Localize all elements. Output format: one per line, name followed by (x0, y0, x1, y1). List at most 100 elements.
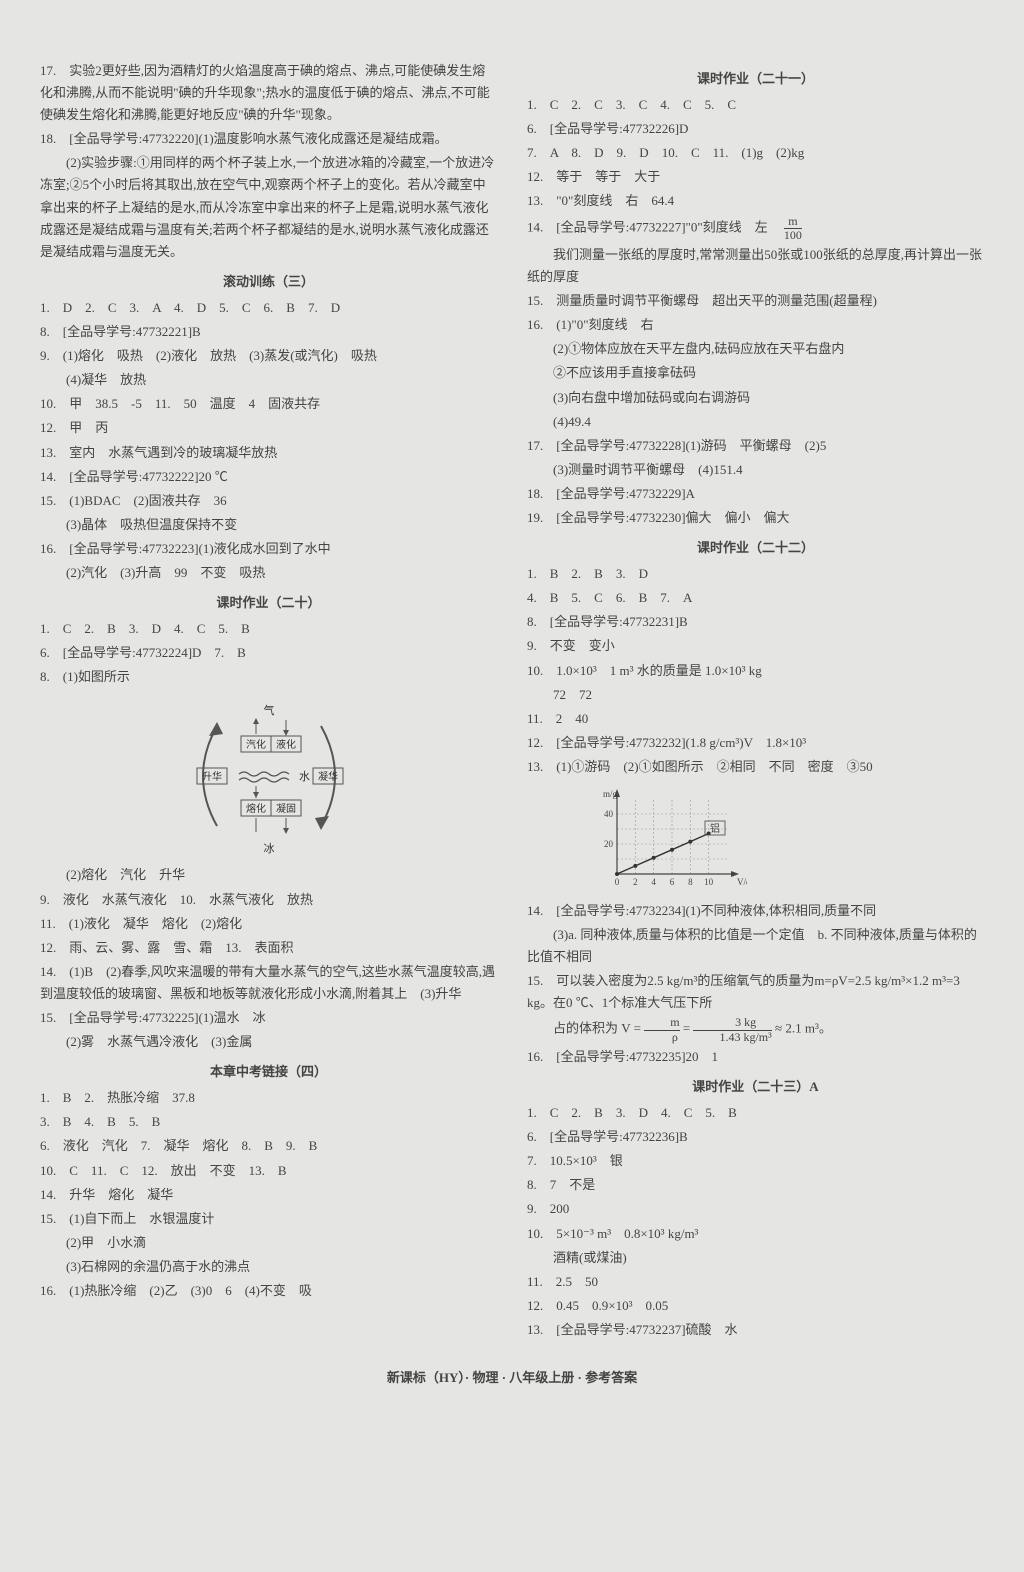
section-hw21: 课时作业（二十一） (527, 68, 984, 90)
hw20-15b: (2)雾 水蒸气遇冷液化 (3)金属 (40, 1031, 497, 1053)
hw21-17a: 17. [全品导学号:47732228](1)游码 平衡螺母 (2)5 (527, 435, 984, 457)
lk4-16: 16. (1)热胀冷缩 (2)乙 (3)0 6 (4)不变 吸 (40, 1280, 497, 1302)
hw22-15b: 占的体积为 V = m ρ = 3 kg 1.43 kg/m³ ≈ 2.1 m³… (527, 1016, 984, 1043)
hw22-15b-post: ≈ 2.1 m³。 (775, 1021, 832, 1036)
hw21-15: 15. 测量质量时调节平衡螺母 超出天平的测量范围(超量程) (527, 290, 984, 312)
hw22-11: 11. 2 40 (527, 708, 984, 730)
lk4-15b: (2)甲 小水滴 (40, 1232, 497, 1254)
hw20-11: 11. (1)液化 凝华 熔化 (2)熔化 (40, 913, 497, 935)
fraction-m-100: m 100 (784, 215, 802, 242)
frac-3kg: 3 kg 1.43 kg/m³ (693, 1016, 771, 1043)
frac-num: m (784, 215, 802, 229)
hw20-9: 9. 液化 水蒸气液化 10. 水蒸气液化 放热 (40, 889, 497, 911)
hw22-14b: (3)a. 同种液体,质量与体积的比值是一个定值 b. 不同种液体,质量与体积的… (527, 924, 984, 968)
hw23-7: 7. 10.5×10³ 银 (527, 1150, 984, 1172)
hw21-1: 1. C 2. C 3. C 4. C 5. C (527, 94, 984, 116)
frac-den: 100 (784, 229, 802, 242)
r3-12: 12. 甲 丙 (40, 417, 497, 439)
svg-text:4: 4 (651, 877, 656, 887)
svg-text:20: 20 (604, 839, 614, 849)
svg-text:气: 气 (263, 703, 274, 717)
svg-text:液化: 液化 (276, 738, 296, 751)
hw23-8: 8. 7 不是 (527, 1174, 984, 1196)
left-column: 17. 实验2更好些,因为酒精灯的火焰温度高于碘的熔点、沸点,可能使碘发生熔化和… (40, 60, 497, 1343)
r3-15a: 15. (1)BDAC (2)固液共存 36 (40, 490, 497, 512)
svg-text:冰: 冰 (263, 842, 274, 855)
q18a: 18. [全品导学号:47732220](1)温度影响水蒸气液化成露还是凝结成霜… (40, 128, 497, 150)
hw21-14b: 我们测量一张纸的厚度时,常常测量出50张或100张纸的总厚度,再计算出一张纸的厚… (527, 244, 984, 288)
svg-text:40: 40 (604, 809, 614, 819)
r3-15b: (3)晶体 吸热但温度保持不变 (40, 514, 497, 536)
svg-text:m/g: m/g (603, 789, 618, 799)
frac-num2: m (644, 1016, 679, 1030)
phase-change-diagram: 气冰水汽化液化熔化凝固升华凝华 (159, 696, 379, 856)
lk4-15a: 15. (1)自下而上 水银温度计 (40, 1208, 497, 1230)
lk4-10: 10. C 11. C 12. 放出 不变 13. B (40, 1160, 497, 1182)
section-roll3: 滚动训练（三） (40, 271, 497, 293)
hw20-8b: (2)熔化 汽化 升华 (40, 864, 497, 886)
svg-text:铝: 铝 (710, 823, 720, 835)
r3-16b: (2)汽化 (3)升高 99 不变 吸热 (40, 562, 497, 584)
hw21-16c: ②不应该用手直接拿砝码 (527, 362, 984, 384)
hw21-7: 7. A 8. D 9. D 10. C 11. (1)g (2)kg (527, 142, 984, 164)
svg-text:水: 水 (299, 770, 310, 783)
r3-9a: 9. (1)熔化 吸热 (2)液化 放热 (3)蒸发(或汽化) 吸热 (40, 345, 497, 367)
section-link4: 本章中考链接（四） (40, 1061, 497, 1083)
page-footer: 新课标（HY）· 物理 · 八年级上册 · 参考答案 (40, 1367, 984, 1389)
hw21-18: 18. [全品导学号:47732229]A (527, 483, 984, 505)
svg-text:凝华: 凝华 (318, 770, 338, 783)
q18b: (2)实验步骤:①用同样的两个杯子装上水,一个放进冰箱的冷藏室,一个放进冷冻室;… (40, 152, 497, 262)
hw22-15b-eq: = (683, 1021, 694, 1036)
svg-text:6: 6 (670, 877, 675, 887)
svg-text:汽化: 汽化 (246, 738, 266, 751)
svg-text:0: 0 (615, 877, 620, 887)
frac-den3: 1.43 kg/m³ (693, 1031, 771, 1044)
hw22-13: 13. (1)①游码 (2)①如图所示 ②相同 不同 密度 ③50 (527, 756, 984, 778)
section-hw20: 课时作业（二十） (40, 592, 497, 614)
r3-10: 10. 甲 38.5 -5 11. 50 温度 4 固液共存 (40, 393, 497, 415)
hw20-6: 6. [全品导学号:47732224]D 7. B (40, 642, 497, 664)
r3-16a: 16. [全品导学号:47732223](1)液化成水回到了水中 (40, 538, 497, 560)
hw23-10a: 10. 5×10⁻³ m³ 0.8×10³ kg/m³ (527, 1223, 984, 1245)
frac-den2: ρ (644, 1031, 679, 1044)
hw21-6: 6. [全品导学号:47732226]D (527, 118, 984, 140)
frac-num3: 3 kg (693, 1016, 771, 1030)
hw22-1: 1. B 2. B 3. D (527, 563, 984, 585)
lk4-6: 6. 液化 汽化 7. 凝华 熔化 8. B 9. B (40, 1135, 497, 1157)
svg-text:2: 2 (633, 877, 638, 887)
hw22-9: 9. 不变 变小 (527, 635, 984, 657)
hw21-12: 12. 等于 等于 大于 (527, 166, 984, 188)
hw20-12: 12. 雨、云、雾、露 雪、霜 13. 表面积 (40, 937, 497, 959)
hw20-8: 8. (1)如图所示 (40, 666, 497, 688)
hw22-16: 16. [全品导学号:47732235]20 1 (527, 1046, 984, 1068)
hw21-17b: (3)测量时调节平衡螺母 (4)151.4 (527, 459, 984, 481)
hw22-14a: 14. [全品导学号:47732234](1)不同种液体,体积相同,质量不同 (527, 900, 984, 922)
hw20-15a: 15. [全品导学号:47732225](1)温水 冰 (40, 1007, 497, 1029)
svg-text:升华: 升华 (202, 770, 222, 783)
hw22-15a: 15. 可以装入密度为2.5 kg/m³的压缩氧气的质量为m=ρV=2.5 kg… (527, 970, 984, 1014)
hw22-10b: 72 72 (527, 684, 984, 706)
hw22-15b-pre: 占的体积为 V = (553, 1021, 644, 1036)
hw21-16b: (2)①物体应放在天平左盘内,砝码应放在天平右盘内 (527, 338, 984, 360)
r3-14: 14. [全品导学号:47732222]20 ℃ (40, 466, 497, 488)
lk4-1: 1. B 2. 热胀冷缩 37.8 (40, 1087, 497, 1109)
hw23-1: 1. C 2. B 3. D 4. C 5. B (527, 1102, 984, 1124)
r3-8: 8. [全品导学号:47732221]B (40, 321, 497, 343)
lk4-14: 14. 升华 熔化 凝华 (40, 1184, 497, 1206)
hw21-16d: (3)向右盘中增加砝码或向右调游码 (527, 387, 984, 409)
section-hw23: 课时作业（二十三）A (527, 1076, 984, 1098)
hw21-16a: 16. (1)"0"刻度线 右 (527, 314, 984, 336)
hw23-10b: 酒精(或煤油) (527, 1247, 984, 1269)
hw20-1: 1. C 2. B 3. D 4. C 5. B (40, 618, 497, 640)
hw23-12: 12. 0.45 0.9×10³ 0.05 (527, 1295, 984, 1317)
hw22-12: 12. [全品导学号:47732232](1.8 g/cm³)V 1.8×10³ (527, 732, 984, 754)
hw21-13: 13. "0"刻度线 右 64.4 (527, 190, 984, 212)
hw23-9: 9. 200 (527, 1198, 984, 1220)
q17: 17. 实验2更好些,因为酒精灯的火焰温度高于碘的熔点、沸点,可能使碘发生熔化和… (40, 60, 497, 126)
mv-graph: 02468102040V/cm³m/g铝 (587, 784, 747, 894)
section-hw22: 课时作业（二十二） (527, 537, 984, 559)
r3-13: 13. 室内 水蒸气遇到冷的玻璃凝华放热 (40, 442, 497, 464)
hw23-11: 11. 2.5 50 (527, 1271, 984, 1293)
svg-text:V/cm³: V/cm³ (737, 877, 747, 887)
hw22-4: 4. B 5. C 6. B 7. A (527, 587, 984, 609)
